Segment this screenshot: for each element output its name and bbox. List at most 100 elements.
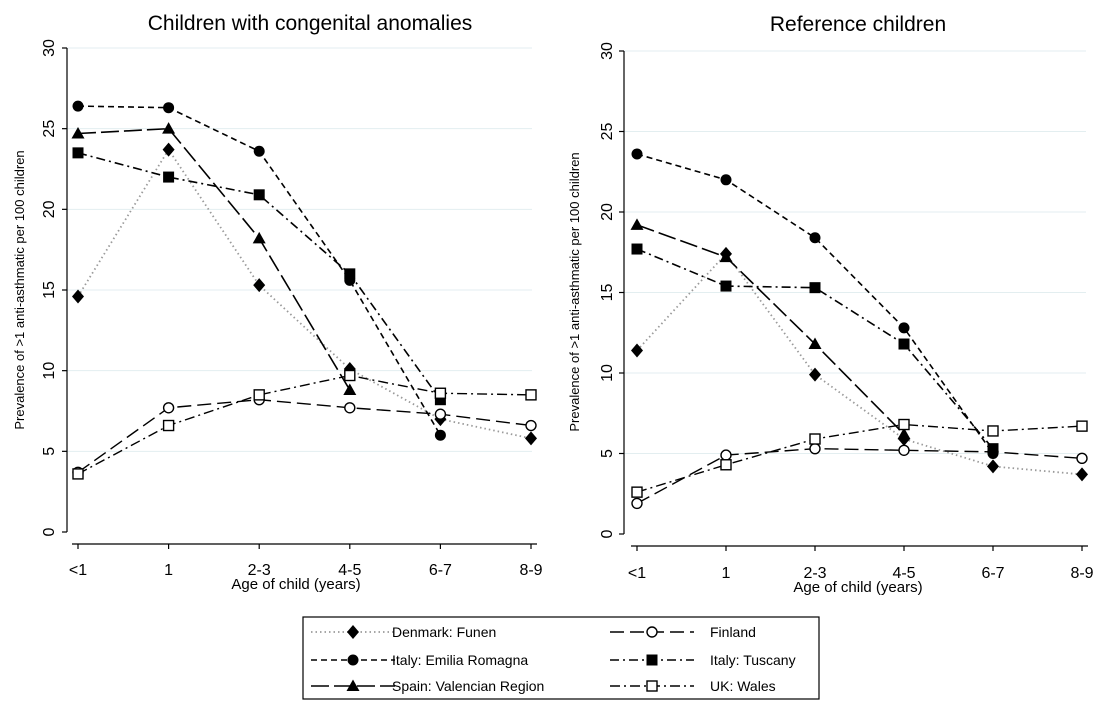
data-point (344, 369, 356, 382)
data-point (163, 102, 175, 114)
series-spain-valencian-region (630, 218, 911, 440)
y-axis-label: Prevalence of >1 anti-asthmatic per 100 … (12, 150, 27, 429)
data-point (809, 433, 821, 445)
data-point (253, 278, 266, 293)
data-point (162, 402, 175, 414)
series-line (636, 153, 994, 454)
data-point (525, 431, 537, 446)
series-line (636, 423, 1083, 493)
y-tick-label: 5 (41, 447, 58, 456)
data-point (809, 367, 821, 382)
data-point (1076, 452, 1088, 465)
y-tick-label: 25 (41, 120, 58, 138)
series-uk-wales (631, 418, 1088, 498)
legend-symbol (610, 654, 694, 666)
y-tick-label: 15 (41, 281, 58, 299)
legend-marker (646, 626, 658, 638)
y-tick-label: 0 (599, 529, 616, 538)
legend-symbol (311, 654, 395, 666)
legend-label: Denmark: Funen (392, 624, 496, 640)
data-point (72, 289, 84, 304)
series-line (77, 152, 442, 401)
legend-symbol (311, 625, 395, 639)
data-point (72, 468, 84, 480)
data-point (630, 218, 644, 230)
x-tick-label: 2-3 (803, 565, 826, 582)
y-tick-label: 30 (41, 39, 58, 57)
data-point (720, 280, 732, 292)
panel-reference-children: Reference children Age of child (years) … (567, 13, 1094, 596)
data-point (525, 389, 537, 401)
legend-item-spain-valencian-region: Spain: Valencian Region (311, 678, 544, 694)
data-point (344, 268, 356, 280)
legend-symbol (610, 626, 694, 638)
data-point (434, 387, 447, 399)
data-point (987, 443, 999, 455)
series-line (636, 252, 1083, 476)
legend-label: Italy: Tuscany (710, 652, 796, 668)
legend-label: Italy: Emilia Romagna (392, 652, 528, 668)
series-italy-emilia-romagna (72, 100, 446, 441)
data-point (162, 142, 175, 157)
x-tick-label: 6-7 (429, 562, 452, 579)
legend-marker (347, 625, 359, 639)
y-tick-label: 30 (599, 42, 616, 60)
data-point (720, 174, 732, 186)
data-point (897, 427, 911, 440)
data-point (898, 338, 910, 350)
legend-item-denmark-funen: Denmark: Funen (311, 624, 496, 640)
data-point (808, 337, 822, 350)
legend-item-uk-wales: UK: Wales (610, 678, 776, 694)
x-tick-label: 8-9 (519, 562, 542, 579)
legend-label: UK: Wales (710, 678, 776, 694)
legend-label: Spain: Valencian Region (392, 678, 544, 694)
series-uk-wales (72, 369, 537, 480)
x-tick-label: 1 (164, 562, 173, 579)
x-axis-label: Age of child (years) (231, 576, 360, 593)
x-tick-label: 4-5 (338, 562, 361, 579)
series-italy-tuscany (72, 147, 446, 406)
legend-symbol (311, 679, 395, 691)
data-point (253, 145, 265, 157)
data-point (898, 418, 910, 431)
legend-item-finland: Finland (610, 624, 756, 640)
data-point (898, 444, 910, 456)
data-point (987, 425, 999, 437)
legend-marker (646, 654, 658, 666)
series-line (77, 147, 532, 440)
panel-congenital-anomalies: Children with congenital anomalies Age o… (12, 12, 543, 593)
legend-label: Finland (710, 624, 756, 640)
data-point (631, 486, 643, 498)
y-tick-label: 5 (599, 449, 616, 458)
data-point (809, 282, 821, 294)
data-point (987, 459, 999, 474)
data-point (72, 147, 84, 159)
data-point (163, 171, 175, 183)
data-point (253, 189, 265, 201)
data-point (631, 243, 643, 255)
data-point (720, 449, 732, 461)
legend-marker (646, 680, 658, 692)
data-point (809, 442, 821, 455)
legend-item-italy-emilia-romagna: Italy: Emilia Romagna (311, 652, 528, 668)
x-axis-label: Age of child (years) (793, 579, 922, 596)
series-denmark-funen (72, 142, 537, 446)
chart-title: Reference children (770, 13, 946, 36)
data-point (253, 389, 265, 401)
legend: Denmark: Funen Finland Italy: Emilia Rom… (302, 616, 820, 700)
data-point (434, 394, 446, 406)
series-italy-tuscany (631, 243, 999, 455)
x-tick-label: 1 (722, 565, 731, 582)
data-point (631, 343, 643, 358)
legend-marker (346, 679, 360, 691)
y-tick-label: 20 (599, 203, 616, 221)
data-point (631, 148, 643, 160)
chart-title: Children with congenital anomalies (148, 12, 473, 35)
data-point (343, 383, 357, 396)
series-line (636, 447, 1083, 505)
legend-symbol (610, 680, 694, 692)
y-tick-label: 15 (599, 284, 616, 302)
x-tick-label: <1 (628, 565, 646, 582)
